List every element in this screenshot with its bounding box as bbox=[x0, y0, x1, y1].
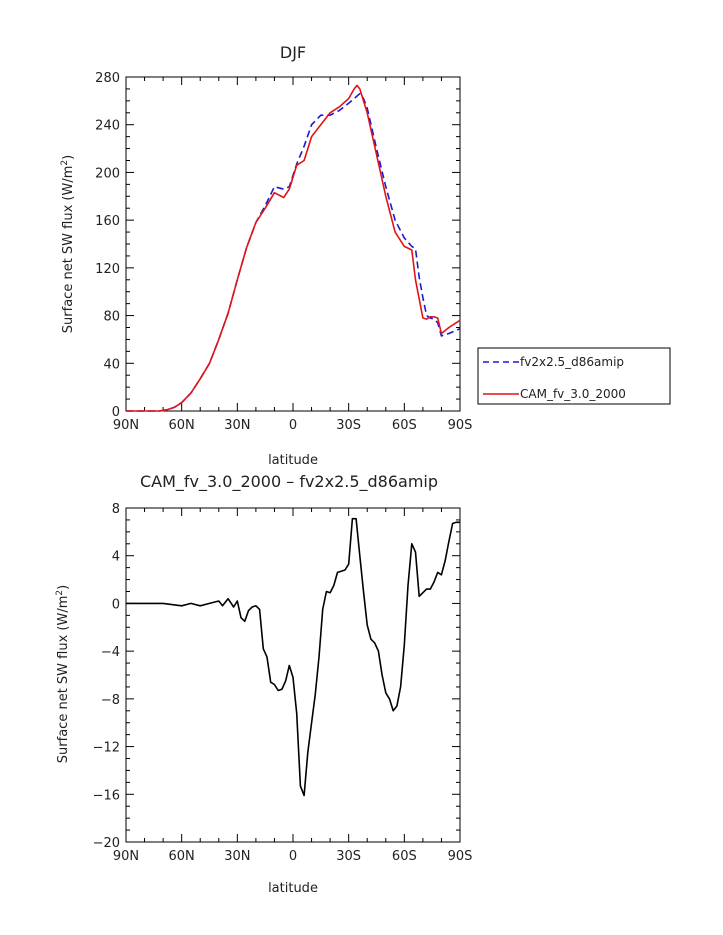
x-tick-label: 30N bbox=[224, 849, 250, 864]
y-tick-label: −4 bbox=[101, 645, 120, 660]
y-tick-label: 0 bbox=[112, 597, 120, 612]
y-tick-label: −20 bbox=[93, 836, 120, 851]
y-tick-label: 80 bbox=[103, 310, 120, 325]
x-tick-label: 60S bbox=[392, 849, 417, 864]
y-tick-label: 280 bbox=[95, 71, 120, 86]
x-tick-label: 60N bbox=[169, 849, 195, 864]
y-tick-label: −16 bbox=[93, 788, 120, 803]
y-tick-label: −8 bbox=[101, 693, 120, 708]
y-tick-label: −12 bbox=[93, 741, 120, 756]
chart2-series bbox=[126, 517, 460, 797]
chart2-x-axis-label: latitude bbox=[268, 881, 318, 896]
series-line-fv2x2.5_d86amip bbox=[126, 92, 461, 412]
chart1-x-axis-label: latitude bbox=[268, 453, 318, 468]
x-tick-label: 30S bbox=[336, 849, 361, 864]
x-tick-label: 30S bbox=[336, 418, 361, 433]
y-tick-label: 120 bbox=[95, 262, 120, 277]
chart1-ticks: 90N 60N 30N 0 30S 60S 90S 0 40 80 120 160 200 240 280 bbox=[95, 71, 472, 433]
chart1-series bbox=[126, 84, 461, 412]
x-tick-label: 60N bbox=[169, 418, 195, 433]
y-tick-label: 8 bbox=[112, 502, 120, 517]
y-tick-label: 200 bbox=[95, 166, 120, 181]
x-tick-label: 30N bbox=[224, 418, 250, 433]
legend-label-cam: CAM_fv_3.0_2000 bbox=[520, 387, 626, 401]
y-tick-label: 4 bbox=[112, 550, 120, 565]
series-line-CAM_fv_3.0_2000 bbox=[126, 84, 461, 412]
x-tick-label: 90N bbox=[113, 418, 139, 433]
legend-box bbox=[477, 347, 671, 405]
x-tick-label: 90S bbox=[448, 418, 473, 433]
y-tick-label: 40 bbox=[103, 357, 120, 372]
x-tick-label: 60S bbox=[392, 418, 417, 433]
series-line-difference bbox=[126, 517, 460, 797]
y-tick-label: 0 bbox=[112, 405, 120, 420]
y-tick-label: 160 bbox=[95, 214, 120, 229]
chart1-y-axis-label: Surface net SW flux (W/m2) bbox=[60, 155, 76, 333]
chart2-title: CAM_fv_3.0_2000 – fv2x2.5_d86amip bbox=[140, 472, 438, 492]
chart1-title: DJF bbox=[280, 43, 306, 62]
chart2-y-axis-label: Surface net SW flux (W/m2) bbox=[55, 585, 71, 763]
x-tick-label: 0 bbox=[289, 849, 297, 864]
chart1-legend: fv2x2.5_d86amip CAM_fv_3.0_2000 bbox=[477, 347, 671, 405]
y-tick-label: 240 bbox=[95, 119, 120, 134]
x-tick-label: 0 bbox=[289, 418, 297, 433]
chart2-ticks: 90N 60N 30N 0 30S 60S 90S −20 −16 −12 −8 −4 0 4 8 bbox=[93, 502, 473, 864]
x-tick-label: 90N bbox=[113, 849, 139, 864]
x-tick-label: 90S bbox=[448, 849, 473, 864]
legend-label-fv2x2.5: fv2x2.5_d86amip bbox=[520, 355, 624, 369]
